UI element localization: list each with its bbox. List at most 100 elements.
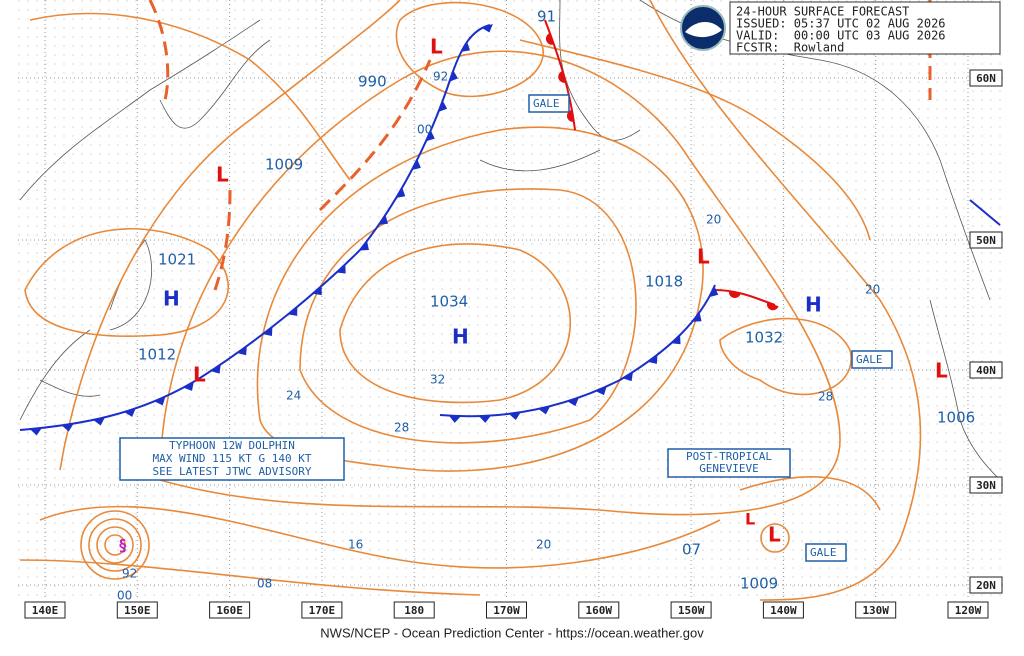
axis-label-box [670,601,712,619]
pressure: 1012 [138,346,176,364]
front-symbol [154,396,166,406]
front-triangle [478,415,491,423]
front-triangle [262,326,273,336]
latitude-label: 40N [976,364,996,377]
front-triangle [709,286,719,298]
front-triangle [460,41,470,52]
post-tropical-line: POST-TROPICAL [686,450,772,463]
front-triangle [154,396,166,406]
isobar-label: 16 [348,538,363,552]
isobar-label: 32 [430,373,445,387]
longitude-label: 170E [309,604,336,617]
axis-label-box [969,576,1003,594]
front-symbol [262,326,273,336]
longitude-label: 150E [124,604,151,617]
low-symbol: L [935,359,948,383]
front-symbol [647,354,658,364]
axis-label-box [116,601,158,619]
front-triangle [359,240,369,251]
pressure: 990 [358,73,387,91]
gale-label: GALE [856,353,883,366]
axis-label-box [578,601,620,619]
front-triangle [396,187,406,198]
front-symbol [210,364,221,374]
isobar-label: 28 [394,421,409,435]
noaa-bird [685,21,722,38]
axis-label-box [486,601,527,619]
front-symbol [766,302,779,311]
header: 24-HOUR SURFACE FORECAST ISSUED: 05:37 U… [736,5,946,55]
advisory-line: SEE LATEST JTWC ADVISORY [153,465,312,478]
front-triangle [595,386,607,396]
isobar-label: 92 [122,567,137,581]
front-symbol [411,159,421,171]
pressure: 1009 [265,156,303,174]
isobar-label: 20 [706,213,721,227]
front-symbol [183,381,194,391]
isobars [19,0,932,601]
low-symbol: L [745,510,755,529]
front-symbol [61,423,74,432]
front-symbol [449,70,458,82]
gale-label: GALE [533,97,560,110]
isobar-label: 92 [433,70,448,84]
pressure: 1006 [937,409,975,427]
pressure: 91 [537,8,556,26]
front-symbol [29,427,42,436]
front-symbol [692,312,702,322]
front-triangle [567,397,579,407]
footer: NWS/NCEP - Ocean Prediction Center - htt… [320,625,704,640]
cold-front [969,199,1001,226]
front-symbol [425,130,435,142]
pressure: 1032 [745,329,783,347]
typhoon-symbol: § [118,536,128,555]
labels: 1021 H 1034 H 1032 H 990 L 1009 L 1012 L… [117,8,975,603]
front-symbol [478,415,491,423]
front-symbol [438,100,448,112]
front-symbol [508,412,521,421]
longitude-label: 160W [586,604,613,617]
axis-label-box [393,601,435,619]
front-triangle [622,371,633,382]
longitude-label: 180 [404,604,424,617]
axis-label-box [762,601,804,619]
front-triangle [378,214,388,225]
axis-label-box [301,601,343,619]
axis-label-box [969,69,1003,87]
isobar-label: 24 [286,389,301,403]
front-semicircle [766,302,779,311]
front-triangle [692,312,702,322]
isobar-label: 20 [865,283,880,297]
front-triangle [671,335,681,345]
advisory-line: MAX WIND 115 KT G 140 KT [153,452,312,465]
isobar-label: 00 [117,589,132,603]
front-symbol [567,397,579,407]
pressure: 1018 [645,273,683,291]
header-box [729,1,1001,55]
longitude-label: 170W [493,604,520,617]
high-symbol: H [163,287,180,311]
front-triangle [425,130,435,142]
front-triangle [336,264,346,274]
front-symbol [288,306,298,316]
front-symbol [93,417,105,426]
longitude-label: 120W [955,604,982,617]
front-symbol [378,214,388,225]
front-triangle [210,364,221,374]
header-line: FCSTR: Rowland [736,41,844,55]
pressure: 1021 [158,251,196,269]
front-triangle [647,354,658,364]
front-symbol [558,71,566,83]
warm-front [714,289,776,306]
front-symbol [312,285,322,296]
front-semicircle [558,71,566,83]
front-triangle [449,70,458,82]
longitude-label: 160E [216,604,243,617]
axis-label-box [969,361,1003,379]
high-symbol: H [805,293,822,317]
front-triangle [124,408,136,417]
low-symbol: L [430,35,443,59]
front-symbol [237,346,247,356]
